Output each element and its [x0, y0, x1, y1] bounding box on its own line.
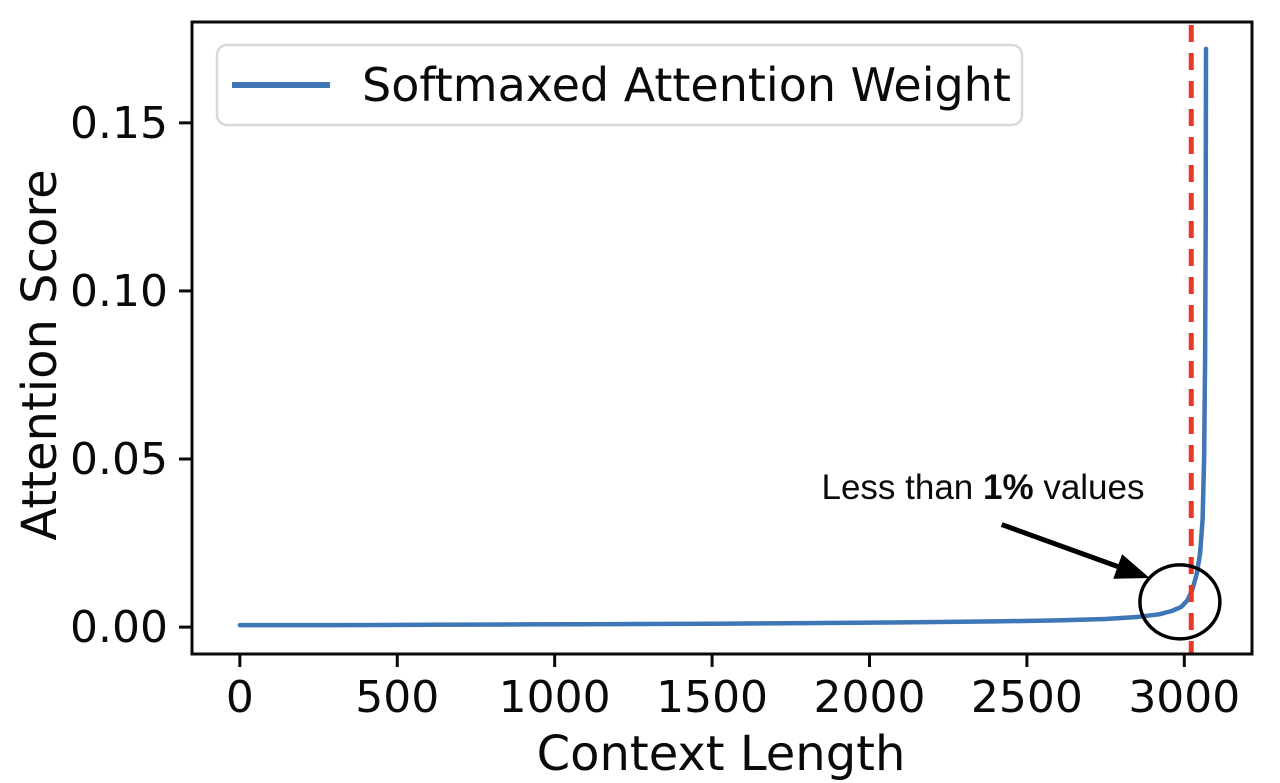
legend-entry-label: Softmaxed Attention Weight — [362, 58, 1011, 112]
x-axis-label: Context Length — [537, 726, 906, 782]
callout-text: Less than 1% values — [822, 468, 1145, 507]
legend-box — [215, 43, 1024, 127]
x-tick-label: 1500 — [656, 672, 768, 723]
y-axis-label: Attention Score — [12, 169, 68, 540]
callout-text-prefix: Less than — [822, 468, 984, 507]
x-tick-label: 3000 — [1128, 672, 1240, 723]
y-tick-label: 0.05 — [70, 434, 168, 485]
x-tick-label: 2500 — [971, 672, 1083, 723]
legend: Softmaxed Attention Weight — [215, 43, 1024, 127]
annotation-circle — [1138, 563, 1222, 641]
callout-text-suffix: values — [1034, 468, 1145, 507]
callout-text-bold: 1% — [983, 468, 1034, 507]
plot-border — [190, 20, 1254, 656]
x-tick-label: 500 — [355, 672, 439, 723]
x-tick-label: 1000 — [499, 672, 611, 723]
y-tick-label: 0.15 — [70, 98, 168, 149]
annotation-layer — [1000, 522, 1222, 641]
annotation-arrowhead — [1113, 554, 1150, 579]
series-line — [237, 46, 1209, 628]
y-tick-label: 0.10 — [70, 266, 168, 317]
ticks-layer: 0 500 1000 1500 2000 2500 3000 0.00 0.05 0.10 0.15 — [70, 98, 1240, 723]
annotation-arrow-shaft — [1000, 522, 1119, 569]
series-layer — [237, 46, 1209, 628]
x-tick-label: 2000 — [814, 672, 926, 723]
y-tick-label: 0.00 — [70, 602, 168, 653]
x-tick-label: 0 — [226, 672, 254, 723]
